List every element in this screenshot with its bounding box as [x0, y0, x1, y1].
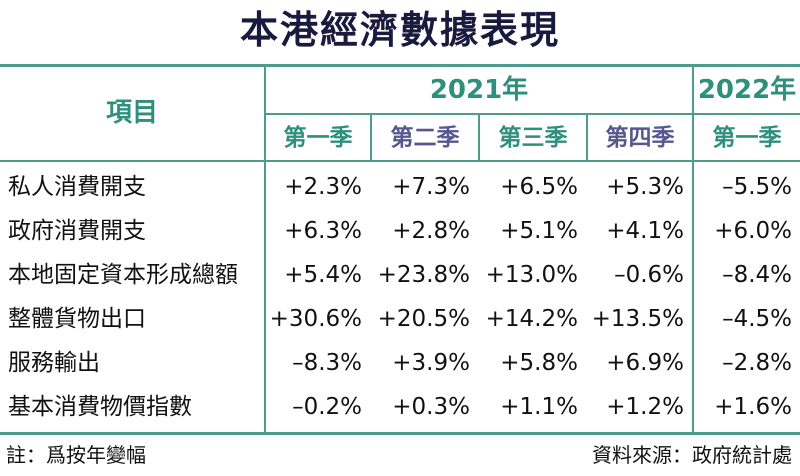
table-cell: +4.1% [606, 218, 684, 244]
header-2021-q4: 第四季 [605, 125, 675, 151]
row-label-gross-fixed-capital: 本地固定資本形成總額 [8, 262, 238, 288]
header-2022-q1: 第一季 [712, 125, 782, 151]
table-cell: +2.3% [284, 174, 362, 200]
table-cell: +0.3% [392, 394, 470, 420]
header-2021-q1: 第一季 [283, 125, 353, 151]
table-cell: –8.4% [722, 262, 792, 288]
table-cell: +13.0% [485, 262, 578, 288]
table-cell: –4.5% [722, 306, 792, 332]
table-cell: –0.2% [292, 394, 362, 420]
divider-q1-q2 [370, 115, 372, 161]
footnote: 註：爲按年變幅 [6, 443, 146, 467]
row-label-private-consumption: 私人消費開支 [8, 174, 146, 200]
table-cell: +1.1% [500, 394, 578, 420]
header-2021-q3: 第三季 [498, 125, 568, 151]
top-rule [0, 64, 800, 67]
source-note: 資料來源：政府統計處 [592, 443, 792, 467]
row-label-services-exports: 服務輸出 [8, 350, 100, 376]
table-cell: +6.0% [714, 218, 792, 244]
header-2021-q2: 第二季 [390, 125, 460, 151]
table-cell: +5.8% [500, 350, 578, 376]
table-cell: –5.5% [722, 174, 792, 200]
table-cell: –2.8% [722, 350, 792, 376]
table-cell: +5.1% [500, 218, 578, 244]
row-label-underlying-cpi: 基本消費物價指數 [8, 394, 192, 420]
table-cell: +3.9% [392, 350, 470, 376]
header-year-rule [264, 113, 800, 115]
table-cell: +2.8% [392, 218, 470, 244]
divider-2022-column [692, 66, 694, 433]
table-cell: +13.5% [591, 306, 684, 332]
row-label-goods-exports: 整體貨物出口 [8, 306, 146, 332]
table-cell: +5.3% [606, 174, 684, 200]
header-item-label: 項目 [105, 98, 158, 128]
divider-label-column [264, 66, 266, 433]
table-cell: +30.6% [269, 306, 362, 332]
row-label-government-consumption: 政府消費開支 [8, 218, 146, 244]
bottom-rule [0, 432, 800, 435]
table-cell: +6.3% [284, 218, 362, 244]
table-cell: +20.5% [377, 306, 470, 332]
table-cell: +23.8% [377, 262, 470, 288]
table-cell: +6.5% [500, 174, 578, 200]
table-cell: +5.4% [284, 262, 362, 288]
table-cell: +14.2% [485, 306, 578, 332]
table-cell: +7.3% [392, 174, 470, 200]
table-cell: –0.6% [614, 262, 684, 288]
table-cell: +6.9% [606, 350, 684, 376]
table-cell: –8.3% [292, 350, 362, 376]
header-year-2021: 2021年 [429, 75, 529, 105]
header-bottom-rule [0, 160, 800, 162]
table-cell: +1.6% [714, 394, 792, 420]
table-cell: +1.2% [606, 394, 684, 420]
divider-q2-q3 [478, 115, 480, 161]
page-title: 本港經濟數據表現 [239, 7, 560, 52]
divider-q3-q4 [586, 115, 588, 161]
header-year-2022: 2022年 [697, 75, 797, 105]
